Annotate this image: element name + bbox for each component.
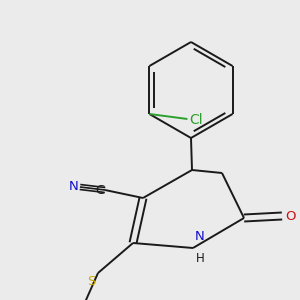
Text: Cl: Cl (189, 113, 203, 127)
Text: O: O (285, 209, 296, 223)
Text: N: N (69, 181, 79, 194)
Text: S: S (88, 275, 96, 288)
Text: N: N (195, 230, 205, 243)
Text: C: C (95, 184, 104, 197)
Text: H: H (196, 252, 205, 265)
